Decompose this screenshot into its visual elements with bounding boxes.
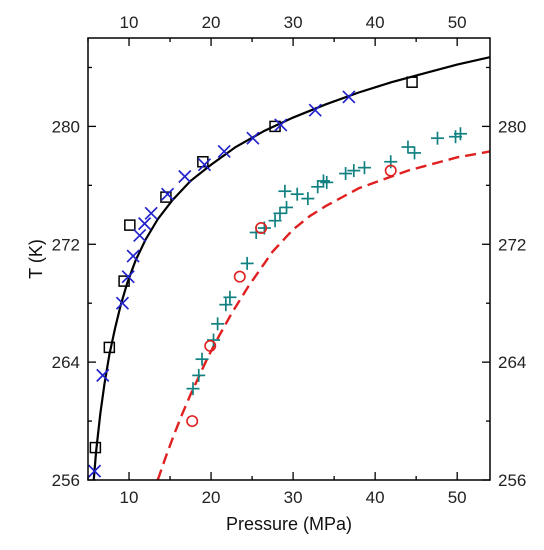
x-top-tick-label: 30 [284,13,303,32]
y-right-tick-label: 264 [498,353,526,372]
plus-marker [408,146,422,160]
y-right-tick-label: 272 [498,235,526,254]
x-marker [274,118,288,132]
plus-marker [316,174,330,188]
x-marker [217,144,231,159]
plus-marker [430,131,444,145]
x-tick-label: 10 [120,488,139,507]
x-marker [138,217,152,231]
circle-marker [186,415,199,428]
square-marker [406,76,418,88]
plus-marker [357,161,371,175]
plus-marker [301,192,315,206]
plus-marker [186,382,200,396]
y-right-tick-label: 256 [498,471,526,490]
axis-ticks: 10 20 30 40 50 10 20 30 40 50 256 264 272 280 256 264 27… [52,13,527,507]
x-marker [96,368,110,382]
x-top-tick-label: 20 [202,13,221,32]
solid-fit-line [92,56,490,480]
x-marker [126,249,140,263]
x-marker [246,131,260,145]
plus-marker [320,175,334,189]
x-axis-label: Pressure (MPa) [226,514,352,534]
plus-marker [280,200,294,214]
x-top-tick-label: 10 [120,13,139,32]
x-marker [308,103,322,117]
plus-marker [311,180,325,194]
plus-marker [290,187,304,201]
plus-marker [278,184,292,198]
plus-marker [192,368,206,382]
y-tick-label: 272 [52,235,80,254]
series-lines [92,56,490,480]
x-marker [133,228,147,243]
x-marker [144,206,158,220]
y-axis-label: T (K) [26,239,46,279]
square-marker [118,275,130,287]
plus-marker [273,206,287,220]
plus-marker [401,140,415,154]
y-tick-label: 280 [52,117,80,136]
plus-marker [268,214,282,228]
plus-marker [384,155,398,169]
square-marker [124,219,136,231]
plus-marker [223,290,237,304]
x-tick-label: 30 [284,488,303,507]
x-marker [115,296,130,310]
plus-marker [240,256,254,270]
circle-marker [384,164,397,177]
square-marker [89,441,102,454]
circle-marker [233,270,246,283]
plus-marker [347,164,361,178]
x-top-tick-label: 50 [448,13,467,32]
series-markers [87,76,467,478]
dashed-fit-line [156,150,490,480]
y-tick-label: 264 [52,353,80,372]
x-marker [160,187,175,201]
x-tick-label: 20 [202,488,221,507]
x-tick-label: 50 [448,488,467,507]
circle-marker [204,339,217,352]
square-marker [103,341,116,354]
plus-marker [211,317,225,331]
x-marker [197,158,212,172]
circle-marker [255,222,268,235]
plus-marker [453,127,467,141]
plus-marker [339,167,353,181]
plot-frame [87,37,491,481]
plus-marker [195,352,209,366]
x-marker [87,464,102,478]
y-right-tick-label: 280 [498,117,526,136]
x-tick-label: 40 [366,488,385,507]
plus-marker [219,298,233,312]
x-top-tick-label: 40 [366,13,385,32]
x-marker [121,270,135,284]
x-marker [178,169,192,184]
y-tick-label: 256 [52,471,80,490]
x-marker [342,90,356,104]
